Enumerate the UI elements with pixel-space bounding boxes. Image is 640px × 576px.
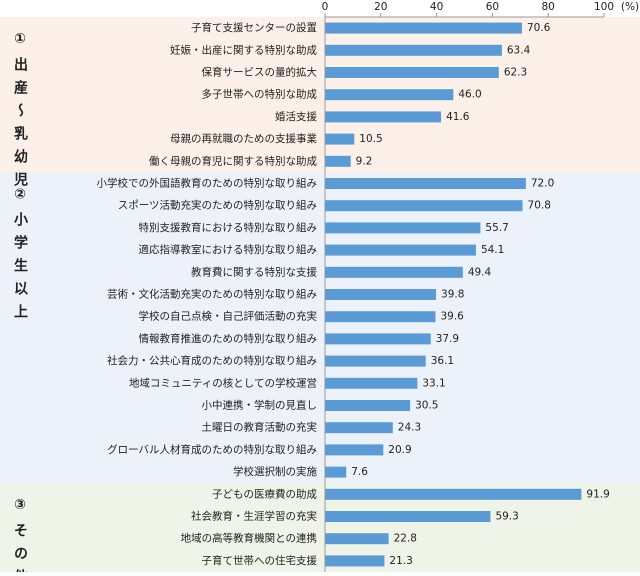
value-label: 62.3	[504, 67, 527, 79]
category-label: 社会力・公共心育成のための特別な取り組み	[107, 354, 317, 367]
category-label: 地域の高等教育機関との連携	[181, 532, 317, 545]
bar	[325, 555, 385, 567]
value-label: 10.5	[359, 133, 382, 145]
value-label: 39.8	[441, 289, 464, 301]
bar	[325, 200, 523, 212]
value-label: 91.9	[586, 488, 609, 500]
category-label: 特別支援教育における特別な取り組み	[139, 221, 318, 234]
backgrounds	[0, 17, 640, 572]
value-label: 37.9	[436, 333, 459, 345]
value-label: 22.8	[394, 533, 417, 545]
bar	[325, 155, 351, 167]
bar	[325, 422, 393, 434]
bar	[325, 266, 463, 278]
x-tick-label: 0	[322, 1, 329, 13]
category-label: 子育て支援センターの設置	[191, 21, 317, 34]
value-label: 39.6	[440, 311, 464, 323]
group-band	[0, 17, 640, 173]
category-label: 学校の自己点検・自己評価活動の充実	[139, 310, 318, 323]
group-number: ②	[14, 186, 26, 202]
category-label: 働く母親の育児に関する特別な助成	[149, 154, 317, 167]
category-label: 妊娠・出産に関する特別な助成	[170, 43, 317, 56]
category-label: 情報教育推進のための特別な取り組み	[139, 332, 318, 345]
bar	[325, 289, 437, 300]
category-label: 母親の再就職のための支援事業	[170, 132, 317, 145]
value-label: 54.1	[481, 244, 504, 256]
bar	[325, 444, 384, 456]
group-number: ③	[14, 497, 26, 513]
bar	[325, 311, 436, 323]
category-label: 小中連携・学制の見直し	[202, 399, 318, 412]
x-tick-label: 60	[486, 1, 499, 13]
value-label: 20.9	[388, 444, 411, 456]
value-label: 41.6	[446, 111, 470, 123]
bar	[325, 67, 499, 78]
category-label: 婚活支援	[275, 110, 317, 123]
value-label: 55.7	[485, 222, 508, 234]
category-label: 子育て世帯への住宅支援	[202, 554, 318, 567]
x-tick-label: 40	[430, 1, 443, 13]
category-label: 学校選択制の実施	[233, 465, 317, 478]
bar	[325, 222, 481, 234]
bar	[325, 400, 411, 411]
category-label: グローバル人材育成のための特別な取り組み	[107, 443, 317, 456]
x-tick-label: 20	[374, 1, 387, 13]
x-tick-label: 80	[542, 1, 555, 13]
bar	[325, 377, 418, 389]
category-label: スポーツ活動充実のための特別な取り組み	[118, 199, 317, 212]
x-tick-label: 100	[594, 1, 614, 13]
value-label: 70.8	[528, 200, 551, 212]
value-label: 49.4	[468, 266, 492, 278]
category-label: 小学校での外国語教育のための特別な取り組み	[97, 177, 318, 190]
bar	[325, 22, 522, 34]
bar	[325, 178, 526, 189]
value-label: 33.1	[422, 377, 445, 389]
bar	[325, 488, 582, 500]
bar	[325, 133, 355, 145]
bar	[325, 466, 347, 478]
value-label: 63.4	[507, 44, 531, 56]
bar	[325, 89, 454, 101]
value-label: 24.3	[398, 422, 421, 434]
bar	[325, 533, 389, 545]
category-label: 地域コミュニティの核としての学校運営	[129, 376, 317, 389]
x-axis-label: (%)	[621, 1, 639, 13]
group-number: ①	[14, 31, 26, 47]
group-label: 出産～乳幼児	[12, 56, 29, 195]
value-label: 59.3	[495, 511, 518, 523]
bar	[325, 355, 426, 367]
value-label: 46.0	[458, 89, 481, 101]
value-label: 72.0	[531, 178, 554, 190]
bar	[325, 44, 502, 56]
value-label: 30.5	[415, 400, 438, 412]
value-label: 36.1	[431, 355, 454, 367]
category-label: 適応指導教室における特別な取り組み	[139, 243, 318, 256]
category-label: 社会教育・生涯学習の充実	[191, 510, 317, 523]
category-label: 多子世帯への特別な助成	[202, 88, 318, 101]
group-label: その他	[12, 523, 29, 572]
value-label: 7.6	[351, 466, 368, 478]
value-label: 70.6	[527, 22, 551, 34]
value-label: 9.2	[356, 155, 373, 167]
group-label: 小学生以上	[12, 212, 28, 327]
value-label: 21.3	[389, 555, 412, 567]
category-label: 子どもの医療費の助成	[212, 487, 317, 500]
group-band	[0, 172, 640, 484]
category-label: 芸術・文化活動充実のための特別な取り組み	[107, 288, 317, 301]
category-label: 土曜日の教育活動の充実	[202, 421, 318, 434]
bar	[325, 511, 491, 522]
bar	[325, 244, 476, 256]
category-label: 教育費に関する特別な支援	[191, 265, 317, 278]
category-label: 保育サービスの量的拡大	[202, 66, 318, 79]
bar	[325, 111, 442, 123]
bar	[325, 333, 431, 345]
